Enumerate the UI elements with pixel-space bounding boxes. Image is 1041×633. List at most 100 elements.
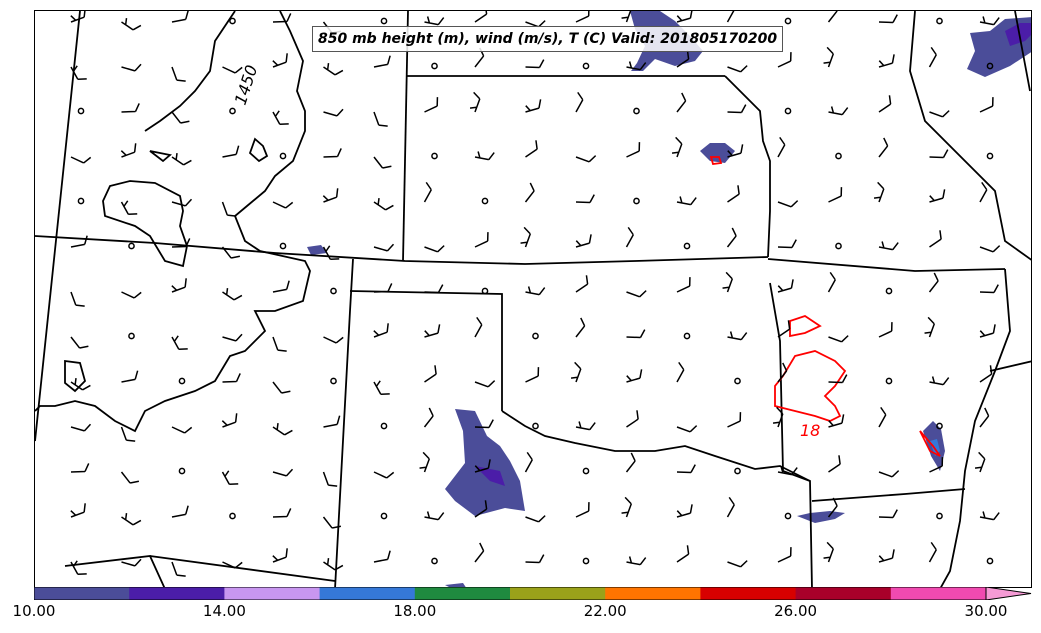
wind-barb [474,151,495,161]
wind-barb [272,508,292,518]
wind-barb [323,415,341,428]
colorbar-tick-label: 18.00 [393,602,437,620]
wind-barb [575,194,595,204]
calm-wind-marker [229,512,236,520]
wind-barb [424,245,445,253]
wind-barb [873,181,885,203]
calm-wind-marker [683,332,691,340]
wind-barb [524,451,533,473]
wind-barb [474,316,483,338]
shade-texas-panhandle [445,409,525,516]
state-boundaries [35,11,1031,587]
wind-barb [70,235,88,248]
wind-barb [120,200,138,215]
wind-barb [171,426,193,434]
wind-barb [221,413,238,428]
wind-barb [979,407,990,428]
map-panel: 1450 18 850 mb height (m), wind (m/s), T… [34,10,1032,588]
map-canvas: 1450 18 [35,11,1031,587]
wind-barb [474,11,488,23]
wind-barb [575,317,586,338]
wind-barb [171,11,189,23]
wind-barb [828,374,848,384]
colorbar-outline [34,587,987,600]
boundary-east [989,360,1031,372]
wind-barb [70,463,90,473]
temperature-contour-18 [789,315,822,338]
wind-barb [727,104,747,114]
wind-barb [373,156,392,169]
wind-barb [419,451,430,473]
wind-barb [823,541,834,563]
wind-barb [474,459,491,473]
wind-barb [272,423,293,436]
boundary-southwest [64,555,166,587]
boundary-west-1 [35,11,81,442]
wind-barb [474,380,496,388]
wind-barb [469,91,481,113]
colorbar-segment [319,587,416,600]
wind-barb [323,148,342,158]
wind-barb [121,558,142,567]
calm-wind-marker [784,17,792,25]
wind-barb [575,275,589,293]
wind-barb [777,136,786,158]
shade-colorado-spot [307,245,327,255]
wind-barb [120,143,137,158]
height-contour-northwest [144,11,236,132]
wind-barb [979,181,988,203]
wind-barb [373,550,391,563]
calm-wind-marker [481,197,489,205]
wind-barb [70,423,92,432]
wind-barb [272,468,294,477]
height-contours [35,11,311,433]
calm-wind-marker [279,152,287,160]
wind-barb [928,46,937,68]
colorbar-segment [605,587,701,600]
wind-barb [121,103,140,113]
calm-wind-marker [380,512,388,520]
colorbar-tick-label: 14.00 [202,602,246,620]
wind-barb [777,52,792,68]
wind-barb [272,280,290,293]
wind-barb [525,59,545,69]
height-contour-loop4 [149,150,172,163]
boundary-ms-river [940,268,1011,587]
wind-barb [974,451,986,473]
boundary-mo-ar [767,258,1006,272]
boundary-nm-tx [149,555,336,582]
colorbar-segments [34,587,1032,600]
wind-barb [70,65,87,80]
wind-barb [878,549,895,563]
shade-kansas-spot [700,143,735,163]
calm-wind-marker [784,107,792,115]
wind-barb [323,108,344,117]
wind-barb [828,335,849,343]
calm-wind-marker [784,512,792,520]
wind-barb [171,505,189,518]
wind-barb [929,110,950,118]
wind-barb [474,419,494,429]
wind-barb [625,452,636,473]
wind-barb [323,336,344,344]
colorbar [34,587,1032,600]
colorbar-tick-label: 26.00 [774,602,818,620]
colorbar-tick-label: 10.00 [12,602,56,620]
wind-barb [626,290,647,298]
wind-barb [979,16,1000,26]
wind-barb [727,65,748,73]
calm-wind-marker [986,152,994,160]
wind-barb [222,145,240,158]
calm-wind-marker [431,557,438,565]
wind-barb [323,63,344,76]
wind-barb [373,111,388,127]
wind-barb [121,291,142,299]
calm-wind-marker [936,422,943,430]
wind-barb [424,365,437,383]
wind-barb [726,11,735,23]
wind-barb [828,106,849,116]
wind-barb [878,241,899,251]
wind-barb [878,406,887,428]
wind-barb [121,18,142,31]
wind-barb [222,288,243,301]
